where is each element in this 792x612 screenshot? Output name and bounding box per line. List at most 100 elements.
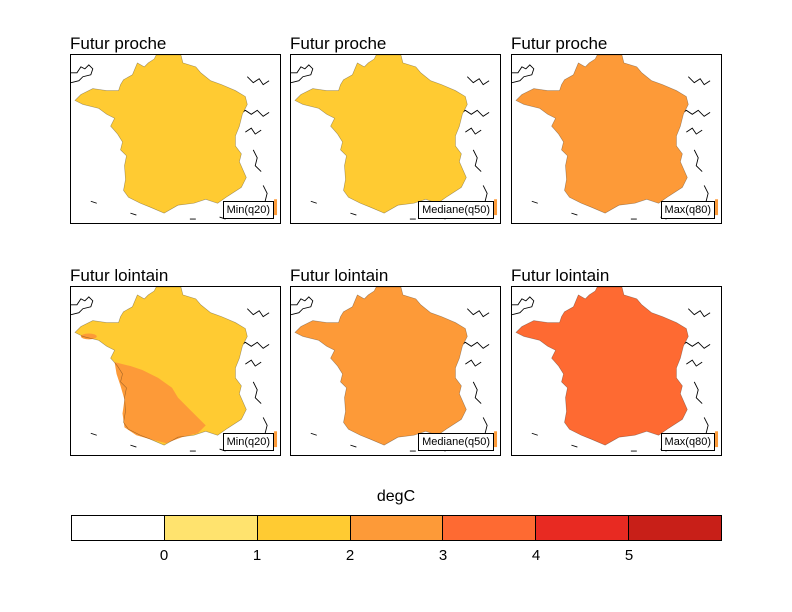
colorbar-cell	[629, 516, 722, 540]
coastline	[680, 109, 711, 117]
map-panel-near-median: Futur proche Mediane(q50)	[290, 34, 501, 224]
colorbar-tick-label: 3	[438, 547, 448, 564]
coastline	[130, 212, 137, 216]
colorbar-cell	[536, 516, 630, 540]
colorbar-tick-label: 4	[531, 547, 541, 564]
coastline	[291, 64, 314, 84]
france-map	[71, 287, 278, 452]
coastline	[262, 185, 268, 202]
colorbar-cell	[72, 516, 165, 540]
coastline	[512, 64, 535, 84]
coastline	[466, 308, 490, 318]
colorbar	[71, 515, 722, 541]
colorbar-tick-label: 5	[624, 547, 634, 564]
coastline	[703, 185, 709, 202]
france-outline	[74, 55, 248, 214]
edge-marker	[715, 199, 719, 216]
coastline	[459, 341, 490, 349]
coastline	[310, 200, 317, 204]
map-panel-near-max: Futur proche Max(q80)	[511, 34, 722, 224]
coastline	[686, 359, 703, 367]
coastline	[246, 308, 270, 318]
france-outline	[74, 287, 248, 446]
colorbar-tick-label: 1	[252, 547, 262, 564]
france-map	[512, 287, 719, 452]
coastline	[466, 76, 490, 86]
coastline	[465, 359, 482, 367]
coastline	[703, 417, 709, 434]
map-frame: Max(q80)	[511, 54, 722, 224]
edge-marker	[494, 431, 498, 448]
colorbar-cell	[164, 516, 258, 540]
coastline	[90, 200, 97, 204]
edge-marker	[715, 431, 719, 448]
coastline	[482, 417, 488, 434]
france-outline	[515, 287, 689, 446]
panel-title: Futur proche	[511, 34, 608, 53]
coastline	[472, 381, 482, 404]
colorbar-cell	[257, 516, 351, 540]
coastline	[71, 296, 94, 316]
france-map	[512, 55, 719, 220]
stat-label: Max(q80)	[660, 433, 715, 451]
colorbar-cell	[443, 516, 537, 540]
france-map	[291, 55, 498, 220]
coastline	[693, 381, 703, 404]
france-region	[74, 287, 248, 446]
edge-marker	[274, 199, 278, 216]
panel-title: Futur lointain	[511, 266, 610, 285]
stat-label: Min(q20)	[222, 201, 274, 219]
france-map	[291, 287, 498, 452]
coastline	[245, 359, 262, 367]
coastline	[239, 109, 270, 117]
edge-marker	[274, 431, 278, 448]
map-panel-near-min: Futur proche Min(q20)	[70, 34, 281, 224]
stat-label: Mediane(q50)	[418, 201, 494, 219]
coastline	[252, 149, 262, 172]
coastline	[686, 127, 703, 135]
coastline	[693, 149, 703, 172]
france-region	[515, 287, 689, 446]
coastline	[571, 444, 578, 448]
france-region	[294, 287, 468, 446]
france-region	[74, 55, 248, 214]
coastline	[71, 64, 94, 84]
coastline	[512, 296, 535, 316]
coastline	[350, 212, 357, 216]
coastline	[531, 200, 538, 204]
map-panel-far-max: Futur lointain Max(q80)	[511, 266, 722, 456]
france-outline	[515, 55, 689, 214]
edge-marker	[494, 199, 498, 216]
stat-label: Mediane(q50)	[418, 433, 494, 451]
coastline	[291, 296, 314, 316]
southwest-region	[114, 362, 206, 444]
coastline	[310, 432, 317, 436]
panel-title: Futur lointain	[290, 266, 389, 285]
coastline	[350, 444, 357, 448]
coastline	[262, 417, 268, 434]
coastline	[472, 149, 482, 172]
map-panel-far-median: Futur lointain Mediane(q50)	[290, 266, 501, 456]
coastline	[130, 444, 137, 448]
stat-label: Min(q20)	[222, 433, 274, 451]
coastline	[245, 127, 262, 135]
brittany-tip	[80, 333, 97, 340]
colorbar-cell	[350, 516, 444, 540]
coastline	[687, 76, 711, 86]
map-frame: Min(q20)	[70, 54, 281, 224]
panel-title: Futur proche	[290, 34, 387, 53]
map-panel-far-min: Futur lointain Min(q20)	[70, 266, 281, 456]
coastline	[90, 432, 97, 436]
colorbar-units: degC	[376, 488, 416, 505]
coastline	[687, 308, 711, 318]
map-frame: Max(q80)	[511, 286, 722, 456]
coastline	[680, 341, 711, 349]
colorbar-tick-label: 2	[345, 547, 355, 564]
coastline	[531, 432, 538, 436]
stat-label: Max(q80)	[660, 201, 715, 219]
coastline	[239, 341, 270, 349]
colorbar-tick-label: 0	[159, 547, 169, 564]
panel-title: Futur proche	[70, 34, 167, 53]
coastline	[246, 76, 270, 86]
map-frame: Mediane(q50)	[290, 286, 501, 456]
